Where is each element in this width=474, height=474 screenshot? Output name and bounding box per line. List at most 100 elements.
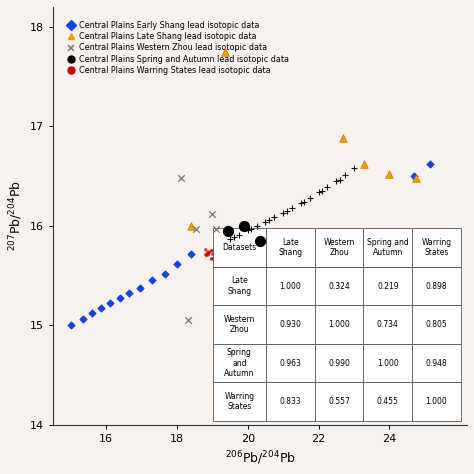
Point [257,240,265,247]
Point [245,245,252,252]
Point [187,250,195,257]
Point [262,244,269,252]
Point [266,235,273,243]
Point [209,255,217,263]
Point [232,248,240,256]
Point [240,222,248,229]
Point [219,250,227,257]
Point [208,255,215,263]
Point [80,316,87,323]
Point [283,207,291,215]
Point [265,233,273,241]
Point [225,227,232,235]
Point [273,235,280,243]
Point [350,164,358,172]
Point [277,229,284,237]
Point [177,174,184,182]
Point [213,252,220,260]
Point [276,234,283,241]
Point [225,254,232,261]
Point [221,251,229,259]
Point [270,237,277,245]
Point [209,210,216,218]
Point [288,204,296,212]
Point [266,231,273,238]
Point [264,244,272,252]
Point [238,252,246,259]
Point [266,235,274,243]
Legend: Central Plains Early Shang lead isotopic data, Central Plains Late Shang lead is: Central Plains Early Shang lead isotopic… [65,19,291,77]
Point [260,234,267,242]
Point [230,233,237,241]
Point [256,237,264,245]
Point [161,270,168,277]
Point [126,289,133,296]
Point [88,310,96,317]
X-axis label: $^{206}$Pb/$^{204}$Pb: $^{206}$Pb/$^{204}$Pb [225,449,296,467]
Point [218,253,225,261]
Point [251,235,259,243]
Point [203,252,210,259]
Point [242,242,250,250]
Point [233,242,241,250]
Point [218,249,226,257]
Point [184,317,191,324]
Point [247,225,255,233]
Point [274,233,282,240]
Point [238,238,246,246]
Point [272,239,279,246]
Point [332,177,340,185]
Point [257,236,265,244]
Point [224,241,232,248]
Point [148,276,156,283]
Point [266,244,273,251]
Point [277,246,285,253]
Point [215,247,222,255]
Point [245,240,252,248]
Point [220,245,228,252]
Point [205,249,213,256]
Point [208,247,215,255]
Point [271,213,278,221]
Point [385,170,393,178]
Point [264,241,272,248]
Point [324,183,331,191]
Point [226,250,234,258]
Point [209,247,217,255]
Point [97,305,105,312]
Point [209,250,217,258]
Point [410,173,418,180]
Point [231,247,238,255]
Point [315,188,322,196]
Point [67,321,75,329]
Point [256,237,264,245]
Point [205,251,212,258]
Point [238,240,246,248]
Point [246,244,253,252]
Point [218,246,226,253]
Point [173,260,181,267]
Point [213,251,221,258]
Point [218,253,225,261]
Point [106,300,114,307]
Point [336,176,344,184]
Point [244,236,252,244]
Point [268,237,275,244]
Point [277,237,285,245]
Point [262,218,269,226]
Point [318,187,326,195]
Point [136,284,144,292]
Point [204,249,211,256]
Point [341,171,349,179]
Point [224,255,232,263]
Y-axis label: $^{207}$Pb/$^{204}$Pb: $^{207}$Pb/$^{204}$Pb [7,181,25,251]
Point [242,241,250,248]
Point [212,225,220,233]
Point [193,225,201,233]
Point [225,243,233,250]
Point [252,239,259,247]
Point [235,231,243,238]
Point [231,242,238,250]
Point [279,209,287,217]
Point [202,251,210,258]
